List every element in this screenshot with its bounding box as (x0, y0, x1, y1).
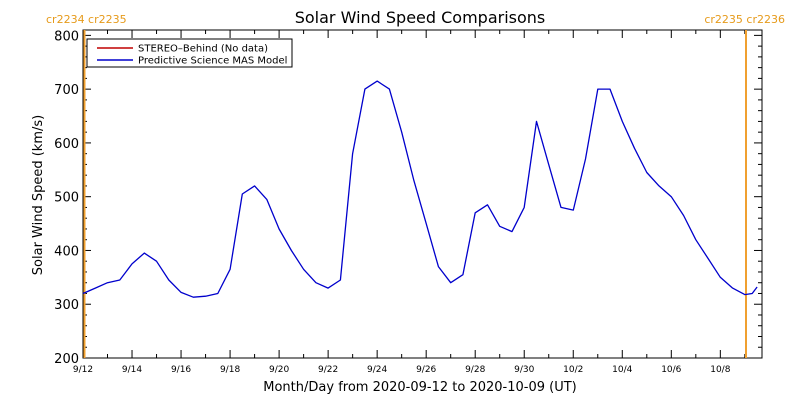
x-tick-label: 9/30 (514, 365, 534, 375)
x-tick-label: 9/24 (367, 365, 387, 375)
chart-title: Solar Wind Speed Comparisons (295, 8, 546, 27)
y-tick-label: 600 (54, 137, 79, 152)
x-tick-label: 9/26 (416, 365, 436, 375)
y-tick-label: 300 (54, 298, 79, 313)
x-tick-label: 10/2 (563, 365, 583, 375)
x-tick-label: 10/8 (710, 365, 730, 375)
legend-box (86, 38, 293, 68)
x-tick-label: 9/20 (269, 365, 289, 375)
rotation-label-right: cr2235 cr2236 (704, 13, 785, 26)
x-tick-label: 10/4 (612, 365, 632, 375)
legend-label-mas-model: Predictive Science MAS Model (138, 56, 287, 67)
x-tick-label: 9/18 (220, 365, 240, 375)
x-axis-label: Month/Day from 2020-09-12 to 2020-10-09 … (263, 380, 576, 395)
y-tick-label: 700 (54, 83, 79, 98)
legend-label-stereo-behind: STEREO–Behind (No data) (138, 44, 268, 55)
x-tick-label: 9/28 (465, 365, 485, 375)
series-line-1 (82, 80, 758, 298)
x-tick-label: 9/16 (171, 365, 191, 375)
y-tick-label: 500 (54, 191, 79, 206)
x-tick-label: 9/22 (318, 365, 338, 375)
legend: STEREO–Behind (No data) Predictive Scien… (86, 38, 293, 68)
x-tick-label: 10/6 (661, 365, 681, 375)
y-axis-label: Solar Wind Speed (km/s) (31, 115, 46, 275)
y-tick-label: 200 (54, 352, 79, 367)
rotation-label-left: cr2234 cr2235 (46, 13, 127, 26)
y-tick-label: 400 (54, 244, 79, 259)
y-tick-label: 800 (54, 29, 79, 44)
x-tick-label: 9/12 (73, 365, 93, 375)
plot-frame (82, 29, 763, 359)
x-tick-label: 9/14 (122, 365, 142, 375)
plot-area: 200 300 400 500 600 700 800 9/12 9/14 9/16 9/18 9/2… (54, 29, 763, 375)
